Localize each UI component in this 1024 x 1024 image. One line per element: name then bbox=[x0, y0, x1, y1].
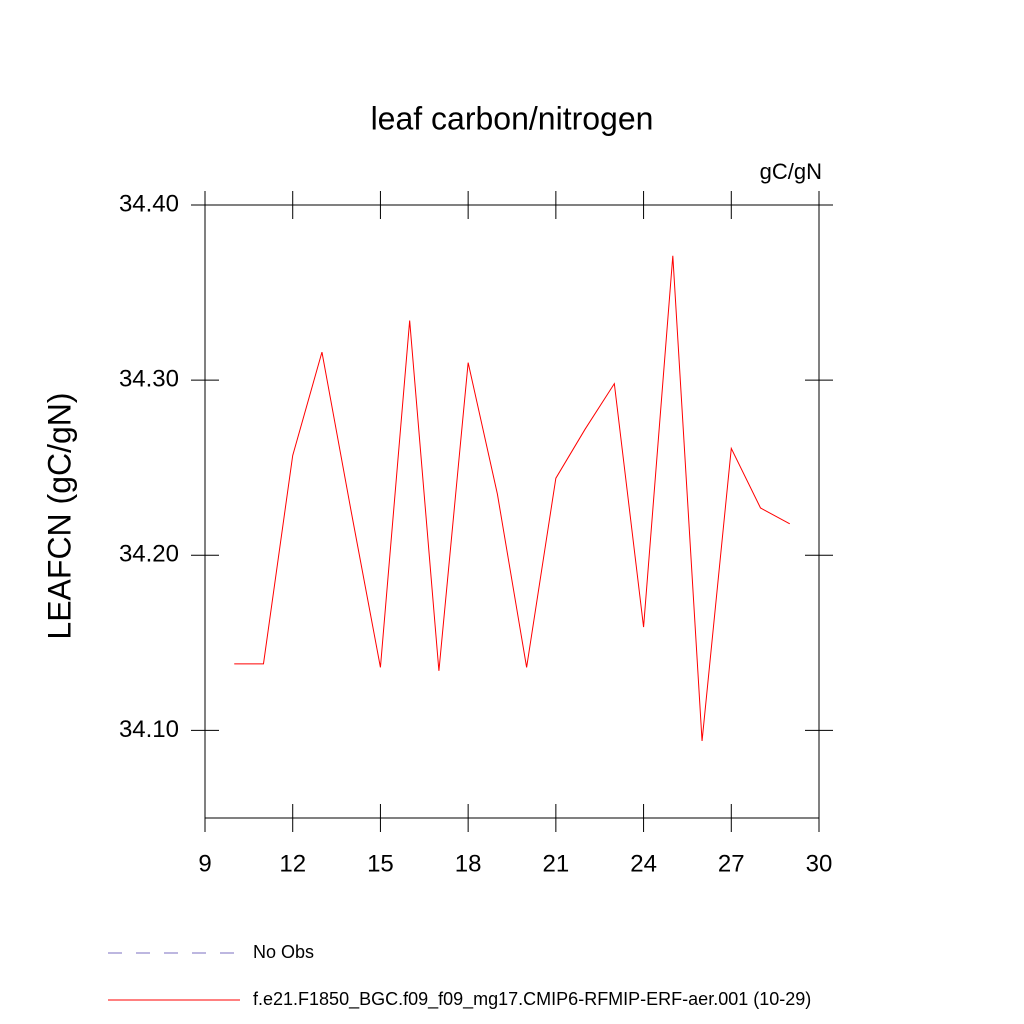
y-tick-label: 34.20 bbox=[119, 541, 179, 568]
y-axis-label: LEAFCN (gC/gN) bbox=[41, 392, 77, 639]
x-tick-label: 24 bbox=[630, 850, 657, 877]
plot-frame bbox=[204, 204, 820, 819]
y-tick-label: 34.30 bbox=[119, 365, 179, 392]
x-tick-label: 15 bbox=[367, 850, 394, 877]
x-tick-label: 9 bbox=[198, 850, 211, 877]
units-label: gC/gN bbox=[760, 159, 822, 184]
y-tick-label: 34.40 bbox=[119, 190, 179, 217]
y-tick-label: 34.10 bbox=[119, 716, 179, 743]
legend-label: f.e21.F1850_BGC.f09_f09_mg17.CMIP6-RFMIP… bbox=[253, 989, 811, 1010]
x-tick-label: 21 bbox=[543, 850, 570, 877]
x-tick-label: 27 bbox=[718, 850, 745, 877]
x-tick-label: 12 bbox=[279, 850, 306, 877]
x-tick-label: 18 bbox=[455, 850, 482, 877]
x-tick-label: 30 bbox=[806, 850, 833, 877]
legend-label: No Obs bbox=[253, 942, 314, 962]
data-line bbox=[234, 255, 790, 741]
chart-title: leaf carbon/nitrogen bbox=[371, 100, 654, 136]
